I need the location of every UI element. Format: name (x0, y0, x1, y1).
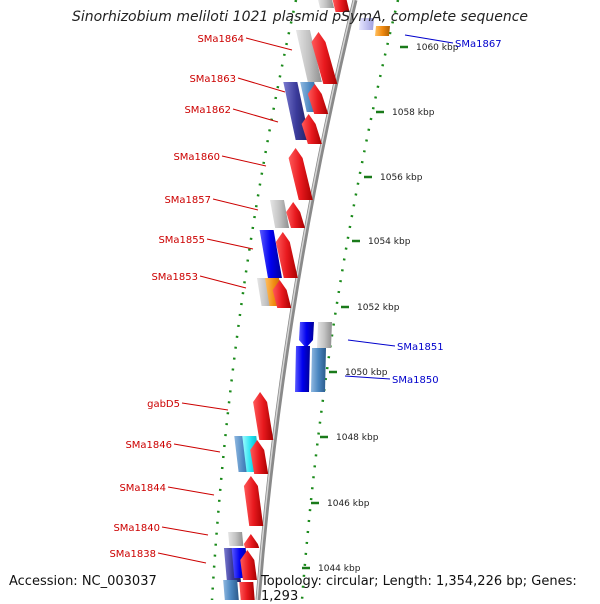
forward-gene-block (272, 280, 292, 308)
reverse-gene-block (317, 322, 332, 348)
gene-label-leader (245, 37, 293, 51)
reverse-gene-block (359, 18, 374, 30)
gene-label-leader (347, 339, 396, 347)
forward-gene-label[interactable]: SMa1838 (109, 549, 156, 560)
gene-label-leader (161, 526, 209, 536)
reverse-gene-label[interactable]: SMa1850 (392, 375, 439, 386)
gene-label-leader (167, 486, 215, 496)
reverse-gene-label[interactable]: SMa1867 (455, 39, 502, 50)
forward-gene-block (301, 114, 322, 144)
forward-gene-block (295, 30, 322, 82)
forward-gene-block (239, 582, 255, 600)
forward-gene-block (228, 532, 244, 546)
forward-gene-label[interactable]: SMa1840 (113, 523, 160, 534)
map-title: Sinorhizobium meliloti 1021 plasmid pSym… (71, 9, 529, 25)
forward-gene-label[interactable]: SMa1855 (158, 235, 205, 246)
gene-label-leader (232, 108, 279, 123)
gene-label-leader (206, 238, 254, 250)
label-group: SMa1864 SMa1863 SMa1862 SMa1860 SMa1857 SMa18… (109, 34, 501, 560)
forward-gene-block (259, 230, 282, 278)
kbp-tick-label: 1044 kbp (318, 564, 361, 574)
forward-gene-block (332, 0, 350, 12)
forward-gene-block (307, 84, 329, 114)
kbp-tick-label: 1054 kbp (368, 237, 411, 247)
kbp-tick-label: 1052 kbp (357, 303, 400, 313)
gene-label-leader (181, 402, 229, 411)
reverse-gene-block (375, 26, 390, 36)
forward-gene-label[interactable]: SMa1844 (119, 483, 166, 494)
forward-gene-block (240, 550, 257, 580)
forward-gene-block (250, 440, 269, 474)
forward-gene-label[interactable]: SMa1864 (197, 34, 244, 45)
label-leader-group (157, 34, 454, 564)
kbp-tick-label: 1046 kbp (327, 499, 370, 509)
gene-group (223, 0, 390, 600)
gene-label-leader (157, 552, 207, 564)
forward-gene-block (243, 534, 260, 548)
forward-gene-label[interactable]: SMa1862 (184, 105, 231, 116)
forward-gene-label[interactable]: SMa1860 (173, 152, 220, 163)
gene-label-leader (404, 34, 454, 44)
forward-gene-block (269, 200, 290, 228)
forward-gene-label[interactable]: SMa1857 (164, 195, 211, 206)
forward-gene-label[interactable]: gabD5 (147, 399, 180, 410)
forward-gene-block (288, 148, 313, 200)
forward-gene-block (223, 580, 239, 600)
kbp-tick-group: 1060 kbp 1058 kbp 1056 kbp 1054 kbp 1052 kbp… (302, 43, 459, 574)
reverse-gene-block (295, 346, 310, 392)
kbp-tick-label: 1060 kbp (416, 43, 459, 53)
gene-label-leader (344, 375, 391, 380)
gene-label-leader (221, 155, 267, 167)
gene-label-leader (199, 275, 247, 289)
accession-label: Accession: NC_003037 (9, 574, 157, 589)
forward-gene-label[interactable]: SMa1853 (151, 272, 198, 283)
kbp-tick-label: 1050 kbp (345, 368, 388, 378)
forward-gene-label[interactable]: SMa1863 (189, 74, 236, 85)
gene-label-leader (173, 443, 221, 453)
forward-gene-label[interactable]: SMa1846 (125, 440, 172, 451)
forward-gene-block (286, 202, 305, 228)
reverse-gene-block (299, 322, 314, 348)
forward-gene-block (318, 0, 335, 8)
reverse-gene-block (311, 348, 326, 392)
kbp-tick-label: 1056 kbp (380, 173, 423, 183)
gene-label-leader (237, 77, 286, 93)
forward-gene-block (311, 32, 338, 84)
kbp-tick-label: 1058 kbp (392, 108, 435, 118)
forward-gene-block (253, 392, 274, 440)
forward-gene-block (275, 232, 298, 278)
kbp-tick-label: 1048 kbp (336, 433, 379, 443)
gene-label-leader (212, 198, 259, 211)
forward-gene-block (243, 476, 264, 526)
reverse-gene-label[interactable]: SMa1851 (397, 342, 444, 353)
